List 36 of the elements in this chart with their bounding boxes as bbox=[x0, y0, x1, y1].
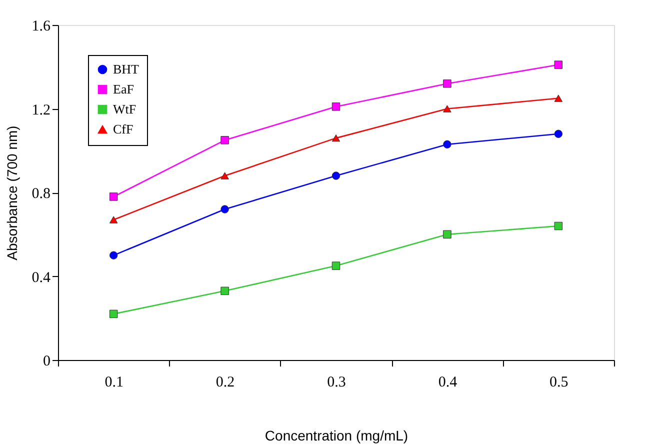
point bbox=[554, 222, 563, 230]
point bbox=[220, 205, 229, 214]
point bbox=[332, 134, 340, 142]
legend-label: EaF bbox=[113, 82, 134, 96]
y-tick-label: 1.2 bbox=[32, 102, 50, 118]
point bbox=[443, 230, 452, 238]
x-tick-label: 0.1 bbox=[104, 374, 124, 390]
point bbox=[554, 60, 563, 69]
y-tick-label: 0 bbox=[43, 354, 50, 370]
x-tick-label: 0.4 bbox=[438, 374, 458, 390]
y-tick-label: 0.8 bbox=[32, 186, 50, 202]
x-tick-label: 0.3 bbox=[327, 374, 346, 390]
point bbox=[443, 140, 452, 148]
point bbox=[220, 286, 229, 296]
legend-label: BHT bbox=[113, 62, 140, 76]
point bbox=[109, 192, 118, 201]
x-tick-label: 0.5 bbox=[550, 374, 568, 390]
point bbox=[554, 94, 563, 102]
x-axis-title: Concentration (mg/mL) bbox=[264, 428, 408, 444]
legend-label: WtF bbox=[113, 102, 136, 116]
point bbox=[109, 251, 118, 260]
y-tick-label: 0.4 bbox=[32, 270, 51, 286]
x-tick-label: 0.2 bbox=[216, 374, 235, 390]
point bbox=[554, 130, 563, 138]
y-axis-title: Absorbance (700 nm) bbox=[4, 126, 20, 260]
legend-label: CfF bbox=[113, 122, 134, 136]
point bbox=[332, 262, 340, 270]
point bbox=[332, 102, 340, 111]
point bbox=[332, 172, 340, 180]
point bbox=[109, 310, 118, 318]
point bbox=[443, 105, 452, 112]
point bbox=[220, 136, 229, 144]
point bbox=[220, 172, 229, 180]
y-tick-label: 1.6 bbox=[32, 18, 51, 34]
point bbox=[443, 80, 452, 88]
point bbox=[109, 216, 118, 224]
